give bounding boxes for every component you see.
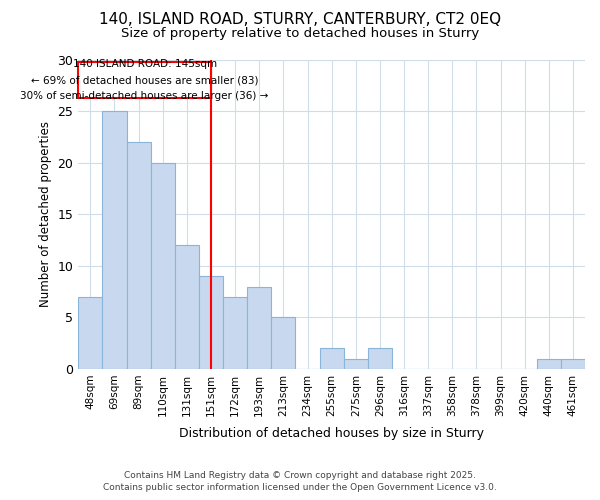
Text: Size of property relative to detached houses in Sturry: Size of property relative to detached ho… — [121, 28, 479, 40]
Bar — [320, 348, 344, 369]
Bar — [151, 163, 175, 369]
Bar — [247, 286, 271, 369]
Bar — [368, 348, 392, 369]
Bar — [344, 358, 368, 369]
Bar — [127, 142, 151, 369]
Bar — [78, 62, 211, 98]
Text: 140 ISLAND ROAD: 145sqm
← 69% of detached houses are smaller (83)
30% of semi-de: 140 ISLAND ROAD: 145sqm ← 69% of detache… — [20, 60, 269, 100]
Text: Contains HM Land Registry data © Crown copyright and database right 2025.
Contai: Contains HM Land Registry data © Crown c… — [103, 471, 497, 492]
Bar — [271, 318, 295, 369]
X-axis label: Distribution of detached houses by size in Sturry: Distribution of detached houses by size … — [179, 427, 484, 440]
Bar — [103, 112, 127, 369]
Bar — [223, 297, 247, 369]
Bar — [78, 297, 103, 369]
Bar — [561, 358, 585, 369]
Bar — [175, 246, 199, 369]
Bar — [199, 276, 223, 369]
Text: 140, ISLAND ROAD, STURRY, CANTERBURY, CT2 0EQ: 140, ISLAND ROAD, STURRY, CANTERBURY, CT… — [99, 12, 501, 28]
Y-axis label: Number of detached properties: Number of detached properties — [39, 122, 52, 308]
Bar — [537, 358, 561, 369]
